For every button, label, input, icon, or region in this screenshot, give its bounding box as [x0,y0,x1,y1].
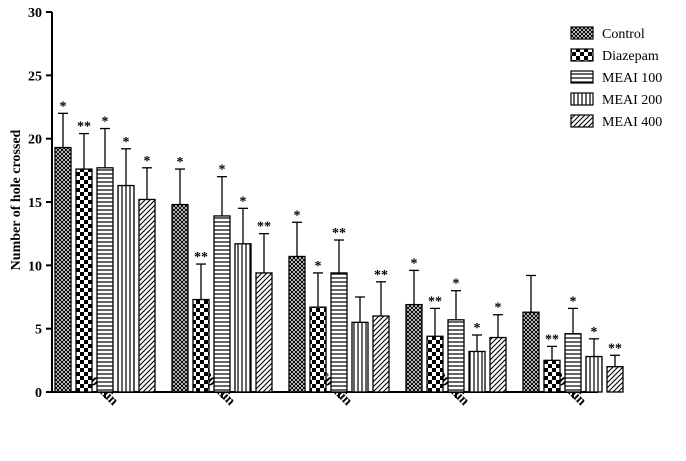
significance-mark: * [495,301,502,316]
legend: Control Diazepam MEAI 100 MEAI 200 MEAI 400 [570,26,662,130]
y-tick-label: 15 [28,196,42,211]
legend-label: MEAI 200 [602,93,662,108]
bar [330,272,348,393]
legend-swatch [570,48,594,62]
legend-label: Control [602,27,645,42]
significance-mark: * [411,256,418,271]
significance-mark: ** [332,226,346,241]
legend-swatch [570,70,594,84]
legend-swatch [570,114,594,128]
bar [288,255,306,393]
bar [234,243,252,393]
legend-swatch [570,92,594,106]
significance-mark: ** [608,341,622,356]
y-tick-label: 25 [28,69,42,84]
bar [96,167,114,393]
significance-mark: * [177,155,184,170]
y-tick-label: 0 [35,386,42,401]
legend-label: MEAI 400 [602,115,662,130]
significance-mark: * [240,194,247,209]
bar [255,272,273,393]
bar [372,315,390,393]
significance-mark: * [102,115,109,130]
significance-mark: * [591,325,598,340]
significance-mark: * [315,259,322,274]
legend-swatch [570,26,594,40]
bar [522,311,540,393]
significance-mark: * [294,208,301,223]
significance-mark: ** [77,120,91,135]
significance-mark: ** [545,332,559,347]
bar [192,298,210,393]
bar [75,168,93,393]
y-axis: 0 5 10 15 20 25 30 [28,6,53,401]
bar [543,359,561,393]
y-tick-label: 20 [28,133,42,148]
y-tick-label: 30 [28,6,42,21]
bars: *** *** ************************* [54,99,624,393]
bar [138,198,156,393]
bar [213,215,231,393]
significance-mark: * [570,294,577,309]
significance-mark: * [60,99,67,114]
bar [489,336,507,393]
bar [468,350,486,393]
bar [606,366,624,393]
y-tick-label: 10 [28,259,42,274]
significance-mark: ** [194,250,208,265]
y-tick-label: 5 [35,323,42,338]
significance-mark: * [474,321,481,336]
bar [54,146,72,393]
bar [426,335,444,393]
bar [447,319,465,393]
bar [171,203,189,393]
legend-label: MEAI 100 [602,71,662,86]
significance-mark: * [123,135,130,150]
bar [309,306,327,393]
legend-label: Diazepam [602,49,659,64]
significance-mark: ** [428,294,442,309]
significance-mark: ** [257,220,271,235]
bar [405,303,423,393]
bar [564,333,582,393]
bar [117,184,135,393]
bar [585,355,603,393]
bar [351,321,369,393]
significance-mark: * [219,163,226,178]
significance-mark: * [144,154,151,169]
y-axis-label: Number of hole crossed [9,129,24,270]
significance-mark: * [453,277,460,292]
significance-mark: ** [374,268,388,283]
